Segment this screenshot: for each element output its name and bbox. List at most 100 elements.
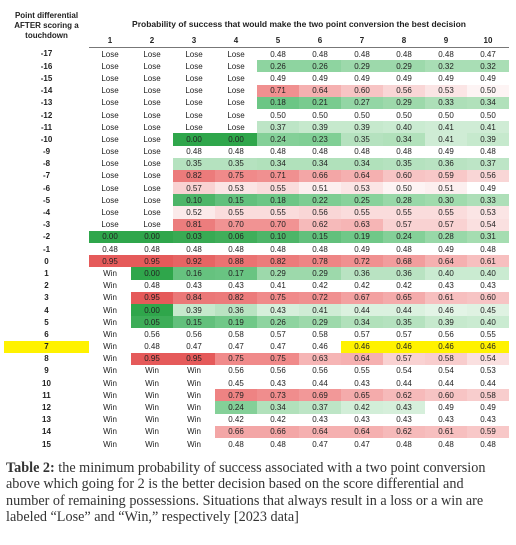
row-label: -13	[40, 98, 53, 108]
table-cell: 0.55	[425, 206, 467, 219]
table-cell: 0.56	[467, 169, 510, 183]
table-cell: 0.50	[312, 110, 328, 120]
table-cell: 0.39	[299, 121, 341, 134]
table-cell: Win	[103, 329, 117, 339]
table-cell: 0.43	[257, 303, 299, 317]
table-cell: 0.43	[480, 415, 496, 425]
table-cell: 0.95	[89, 255, 131, 268]
table-cell: 0.43	[396, 415, 412, 425]
row-label: 13	[42, 415, 51, 425]
table-cell: 0.82	[215, 291, 257, 304]
table-cell: 0.42	[396, 281, 412, 291]
table-cell: Lose	[101, 171, 119, 181]
table-cell: Lose	[143, 73, 161, 83]
table-cell: 0.33	[467, 194, 510, 207]
row-label: 1	[44, 268, 49, 278]
table-cell: 0.48	[228, 244, 244, 254]
table-cell: Lose	[227, 110, 245, 120]
table-cell: 0.35	[173, 157, 215, 170]
table-cell: Win	[187, 415, 201, 425]
table-row: 7 Win 0.48 0.47 0.47 0.47 0.46 0.46 0.46 0.46 0.46	[4, 340, 510, 353]
table-cell: 0.43	[438, 415, 454, 425]
table-cell: Lose	[101, 110, 119, 120]
table-cell: Lose	[101, 49, 119, 59]
table-cell: 0.48	[438, 439, 454, 449]
table-cell: 0.82	[173, 169, 215, 183]
table-cell: 0.47	[186, 342, 202, 352]
table-cell: 0.41	[270, 281, 286, 291]
table-row: -5 Lose Lose 0.10 0.15 0.18 0.22 0.25 0.28 0.30 0.…	[4, 194, 510, 207]
table-cell: 0.57	[383, 352, 425, 365]
table-cell: Win	[145, 366, 159, 376]
table-cell: Lose	[143, 159, 161, 169]
table-cell: Lose	[143, 195, 161, 205]
table-cell: 0.75	[215, 169, 257, 183]
table-cell: Win	[103, 415, 117, 425]
table-cell: 0.29	[341, 60, 383, 73]
table-cell: 0.24	[383, 230, 425, 243]
table-cell: 0.58	[467, 389, 510, 402]
row-label: 11	[42, 390, 51, 400]
table-cell: 0.43	[383, 401, 425, 414]
table-cell: 0.28	[425, 230, 467, 243]
table-cell: Win	[103, 268, 117, 278]
table-cell: 0.22	[299, 194, 341, 207]
table-cell: 0.48	[396, 49, 412, 59]
table-row: 4 Win 0.00 0.39 0.36 0.43 0.41 0.44 0.44 0.46 0.45	[4, 303, 510, 317]
row-label: 7	[4, 340, 89, 353]
table-cell: 0.95	[131, 291, 173, 304]
table-cell: Lose	[101, 98, 119, 108]
table-cell: 0.48	[396, 147, 412, 157]
table-cell: Win	[145, 415, 159, 425]
table-cell: 0.48	[480, 439, 496, 449]
table-cell: 0.48	[480, 147, 496, 157]
table-cell: 0.49	[354, 244, 370, 254]
table-cell: Lose	[143, 61, 161, 71]
column-header: 3	[173, 34, 215, 48]
table-cell: 0.15	[215, 194, 257, 207]
table-cell: 0.42	[354, 281, 370, 291]
table-cell: 0.75	[215, 352, 257, 365]
table-cell: 0.49	[480, 403, 496, 413]
table-cell: 0.54	[467, 352, 510, 365]
table-cell: 0.48	[354, 49, 370, 59]
table-cell: 0.55	[480, 329, 496, 339]
table-cell: 0.34	[341, 316, 383, 329]
table-cell: 0.44	[480, 378, 496, 388]
table-cell: 0.48	[312, 147, 328, 157]
column-header: 1	[89, 34, 131, 48]
table-cell: 0.48	[312, 49, 328, 59]
row-label: -6	[42, 183, 51, 193]
table-cell: 0.34	[257, 401, 299, 414]
table-cell: 0.47	[270, 342, 286, 352]
table-row: 12 Win Win Win 0.24 0.34 0.37 0.42 0.43 0.49 0.49	[4, 401, 509, 414]
table-cell: 0.48	[270, 49, 286, 59]
table-cell: 0.55	[215, 206, 257, 219]
table-cell: 0.35	[341, 133, 383, 146]
table-cell: 0.64	[341, 169, 383, 183]
table-cell: 0.29	[257, 267, 299, 280]
table-cell: 0.61	[425, 291, 467, 304]
table-cell: 0.26	[299, 60, 341, 73]
table-cell: 0.66	[299, 169, 341, 183]
table-cell: 0.23	[299, 133, 341, 146]
table-cell: Win	[103, 354, 117, 364]
table-cell: 0.43	[480, 281, 496, 291]
table-cell: Lose	[101, 147, 119, 157]
table-cell: 0.29	[299, 267, 341, 280]
table-row: -2 0.00 0.00 0.03 0.06 0.10 0.15 0.19 0.24 0.28 0.…	[4, 230, 510, 243]
table-cell: 0.51	[425, 182, 467, 195]
table-cell: Lose	[143, 110, 161, 120]
column-header: 5	[257, 34, 299, 48]
table-cell: Lose	[185, 98, 203, 108]
table-cell: 0.61	[425, 425, 467, 438]
table-cell: 0.65	[341, 389, 383, 402]
table-row: 6 Win 0.56 0.56 0.58 0.57 0.58 0.57 0.57 0.56 0.55	[4, 328, 509, 340]
table-cell: 0.62	[299, 218, 341, 231]
table-cell: 0.53	[341, 182, 383, 195]
table-cell: 0.71	[257, 169, 299, 183]
table-cell: 0.03	[173, 230, 215, 243]
table-row: 5 Win 0.05 0.15 0.19 0.26 0.29 0.34 0.35 0.39 0.40	[4, 316, 510, 329]
table-cell: 0.60	[341, 84, 383, 97]
table-cell: 0.48	[102, 244, 118, 254]
